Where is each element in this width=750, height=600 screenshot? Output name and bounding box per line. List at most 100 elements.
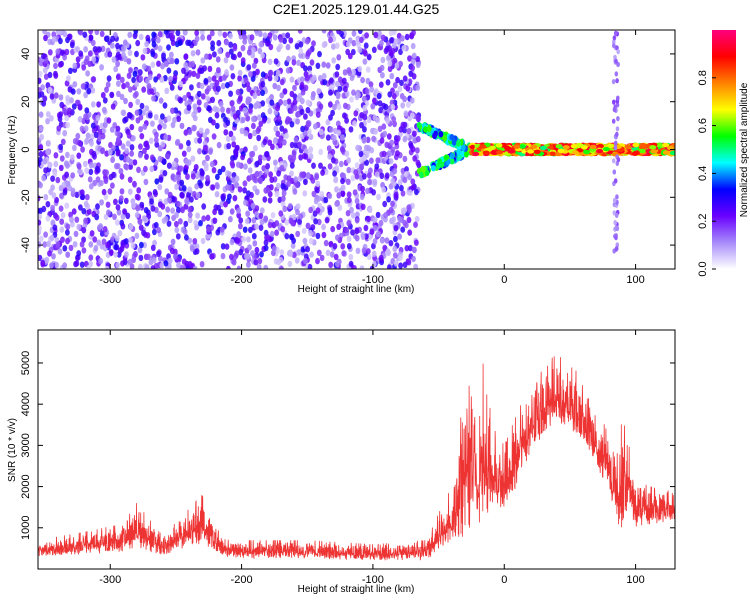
spectrogram-cell xyxy=(252,92,258,100)
spectrogram-cell xyxy=(95,203,100,210)
spectrogram-cell xyxy=(125,212,131,219)
spectrogram-cell xyxy=(162,170,168,177)
spectrogram-cell xyxy=(299,81,305,89)
spectrogram-cell xyxy=(225,82,230,89)
spectrogram-cell xyxy=(281,139,287,146)
spectrogram-cell xyxy=(110,103,116,110)
spectrogram-cell xyxy=(229,100,235,107)
spectrogram-cell xyxy=(145,232,151,239)
spectrogram-cell xyxy=(134,232,140,239)
spectrogram-cell xyxy=(250,52,256,59)
spectrogram-cell xyxy=(613,140,618,146)
spectrogram-cell xyxy=(96,239,102,246)
spectrogram-cell xyxy=(150,50,156,58)
spectrogram-cell xyxy=(254,246,260,254)
spectrogram-cell xyxy=(39,134,44,141)
spectrogram-cell xyxy=(277,138,283,145)
spectrogram-cell xyxy=(194,172,200,179)
spectrogram-cell xyxy=(400,35,405,42)
spectrogram-cell xyxy=(246,85,252,93)
spectrogram-cell xyxy=(342,69,348,76)
spectrogram-cell xyxy=(124,147,129,155)
colorbar-gradient xyxy=(712,30,736,269)
spectrogram-cell xyxy=(398,48,403,56)
spectrogram-cell xyxy=(404,33,410,41)
spectrogram-cell xyxy=(256,134,262,142)
spectrogram-cell xyxy=(78,50,84,57)
spectrogram-cell xyxy=(275,182,281,190)
spectrogram-cell xyxy=(38,70,43,78)
spectrogram-cell xyxy=(362,114,368,121)
spectrogram-cell xyxy=(405,85,411,92)
spectrogram-cell xyxy=(91,150,97,158)
spectrogram-cell xyxy=(158,176,164,183)
spectrogram-cell xyxy=(314,173,319,181)
spectrogram-cell xyxy=(77,116,83,123)
spectrogram-cell xyxy=(321,61,327,68)
spectrogram-cell xyxy=(58,205,64,212)
spectrogram-cell xyxy=(310,94,316,101)
spectrogram-cell xyxy=(129,150,135,157)
spectrogram-cell xyxy=(45,215,51,222)
spectrogram-cell xyxy=(241,236,247,243)
spectrogram-cell xyxy=(208,148,213,155)
spectrogram-cell xyxy=(322,79,328,86)
spectrogram-cell xyxy=(367,178,372,186)
spectrogram-cell xyxy=(101,238,107,245)
spectrogram-cell xyxy=(58,94,64,101)
spectrogram-cell xyxy=(346,157,351,164)
spectrogram-cell xyxy=(138,126,144,133)
spectrogram-cell xyxy=(143,165,148,173)
spectrogram-cell xyxy=(238,217,244,224)
spectrogram-cell xyxy=(138,75,144,82)
spectrogram-cell xyxy=(246,236,251,243)
spectrogram-cell xyxy=(157,124,163,131)
spectrogram-cell xyxy=(248,226,253,234)
spectrogram-cell xyxy=(335,260,340,268)
spectrogram-cell xyxy=(394,139,399,146)
spectrogram-cell xyxy=(305,99,311,106)
spectrogram-cell xyxy=(374,171,380,178)
spectrogram-cell xyxy=(363,144,369,151)
spectrogram-cell xyxy=(456,140,461,147)
spectrogram-cell xyxy=(247,157,252,165)
spectrogram-cell xyxy=(62,30,68,38)
spectrogram-cell xyxy=(222,73,228,81)
spectrogram-cell xyxy=(359,193,365,201)
spectrogram-cell xyxy=(141,86,147,93)
spectrogram-cell xyxy=(115,125,121,132)
spectrogram-cell xyxy=(71,103,77,110)
spectrogram-cell xyxy=(123,97,128,105)
spectrogram-cell xyxy=(141,215,147,222)
spectrogram-cell xyxy=(341,77,347,85)
spectrogram-cell xyxy=(583,149,591,155)
spectrogram-cell xyxy=(366,215,371,223)
spectrogram-cell xyxy=(220,165,226,173)
spectrogram-cell xyxy=(139,133,145,140)
spectrogram-cell xyxy=(379,64,385,72)
spectrogram-cell xyxy=(275,104,280,112)
spectrogram-cell xyxy=(175,200,181,208)
spectrogram-cell xyxy=(401,45,407,52)
spectrogram-cell xyxy=(47,161,53,169)
spectrogram-cell xyxy=(321,223,326,231)
spectrogram-cell xyxy=(383,47,389,55)
spectrogram-cell xyxy=(53,70,58,78)
spectrogram-cell xyxy=(286,180,291,187)
spectrogram-cell xyxy=(345,48,351,56)
spectrogram-cell xyxy=(195,192,201,199)
spectrogram-cell xyxy=(200,34,206,41)
spectrogram-cell xyxy=(86,265,91,269)
spectrogram-cell xyxy=(305,74,310,82)
spectrogram-cell xyxy=(325,249,331,256)
spectrogram-cell xyxy=(43,194,49,201)
spectrogram-cell xyxy=(92,46,98,53)
spectrogram-cell xyxy=(153,113,159,121)
spectrogram-cell xyxy=(146,253,151,260)
spectrogram-cell xyxy=(364,159,369,166)
spectrogram-cell xyxy=(284,132,289,139)
spectrogram-cell xyxy=(144,77,150,85)
spectrogram-cell xyxy=(311,40,316,47)
